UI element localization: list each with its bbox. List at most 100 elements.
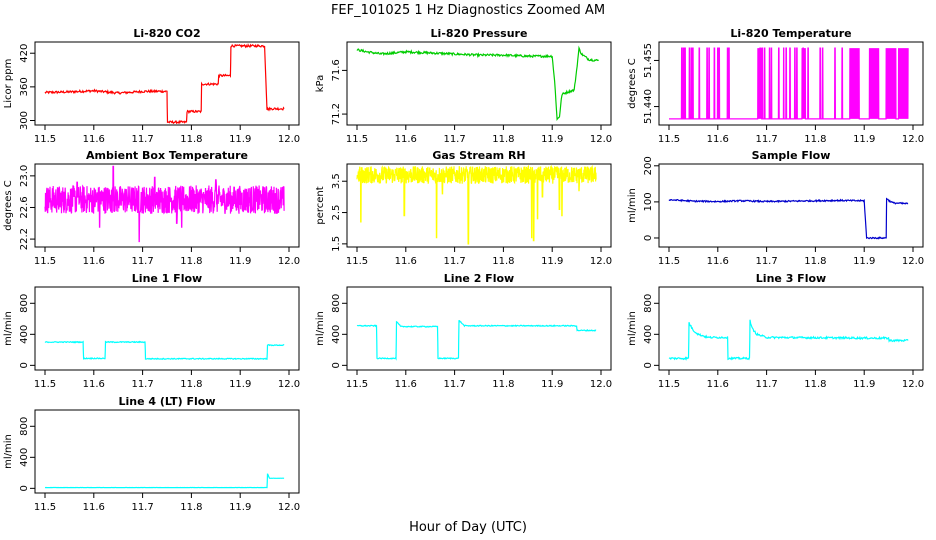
- chart-panel: Li-820 Temperature 11.5 11.6 11.7 11.8 11.9 12…: [627, 27, 924, 145]
- y-tick-label: 400: [331, 325, 342, 344]
- x-tick-label: 11.5: [34, 502, 56, 513]
- plot-frame: [34, 163, 300, 248]
- panel-title: Gas Stream RH: [432, 149, 525, 162]
- chart-panel: Li-820 CO2 11.5 11.6 11.7 11.8 11.9 12.0 300 360…: [3, 27, 300, 145]
- x-tick-label: 11.6: [707, 256, 729, 267]
- panel-title: Li-820 Temperature: [730, 27, 851, 40]
- x-tick-label: 11.7: [755, 379, 777, 390]
- y-axis-label: Licor ppm: [3, 59, 14, 109]
- chart-panel: Line 4 (LT) Flow 11.5 11.6 11.7 11.8 11.9 12.0…: [3, 395, 300, 513]
- x-tick-label: 11.8: [180, 379, 202, 390]
- x-tick-label: 11.6: [83, 502, 105, 513]
- series-line: [669, 47, 909, 120]
- series-line: [668, 319, 909, 361]
- x-tick-label: 11.9: [229, 134, 251, 145]
- panel-title: Sample Flow: [752, 149, 831, 162]
- panel-title: Line 3 Flow: [756, 272, 826, 285]
- series-line: [44, 165, 285, 243]
- x-tick-label: 11.6: [707, 134, 729, 145]
- x-tick-label: 11.8: [180, 256, 202, 267]
- y-axis-label: ml/min: [627, 311, 638, 346]
- x-tick-label: 12.0: [902, 379, 924, 390]
- x-tick-label: 12.0: [590, 134, 612, 145]
- y-tick-label: 22.6: [19, 196, 30, 218]
- plot-frame: [346, 41, 612, 126]
- x-tick-label: 11.9: [229, 256, 251, 267]
- x-tick-label: 11.5: [658, 256, 680, 267]
- series-line: [356, 320, 597, 361]
- y-tick-label: 400: [19, 448, 30, 467]
- x-tick-label: 11.6: [395, 134, 417, 145]
- y-axis-label: percent: [315, 186, 326, 224]
- x-tick-label: 11.8: [804, 256, 826, 267]
- y-axis-label: ml/min: [3, 311, 14, 346]
- plot-frame: [346, 286, 612, 371]
- plot-frame: [346, 163, 612, 248]
- x-tick-label: 11.8: [804, 379, 826, 390]
- x-tick-label: 11.5: [34, 256, 56, 267]
- x-tick-label: 11.7: [131, 379, 153, 390]
- plot-frame: [34, 41, 300, 126]
- x-tick-label: 11.7: [755, 134, 777, 145]
- panel-title: Line 4 (LT) Flow: [119, 395, 216, 408]
- x-tick-label: 11.9: [541, 134, 563, 145]
- x-tick-label: 12.0: [902, 256, 924, 267]
- series-line: [668, 197, 909, 240]
- figure-title: FEF_101025 1 Hz Diagnostics Zoomed AM: [331, 3, 605, 18]
- y-tick-label: 300: [19, 111, 30, 130]
- x-tick-label: 11.5: [34, 134, 56, 145]
- y-tick-label: 800: [331, 294, 342, 313]
- x-tick-label: 11.8: [492, 134, 514, 145]
- y-axis-label: degrees C: [3, 180, 14, 230]
- x-tick-label: 11.5: [346, 134, 368, 145]
- x-tick-label: 11.5: [346, 379, 368, 390]
- x-tick-label: 11.9: [853, 256, 875, 267]
- x-tick-label: 11.6: [395, 379, 417, 390]
- y-tick-label: 400: [643, 325, 654, 344]
- x-tick-label: 12.0: [278, 134, 300, 145]
- x-tick-label: 11.6: [83, 256, 105, 267]
- x-tick-label: 11.7: [443, 134, 465, 145]
- y-tick-label: 0: [331, 362, 342, 368]
- x-tick-label: 12.0: [278, 502, 300, 513]
- y-tick-label: 51.455: [643, 43, 654, 78]
- y-tick-label: 23.0: [19, 165, 30, 187]
- series-line: [356, 165, 597, 245]
- figure-xlabel: Hour of Day (UTC): [409, 520, 527, 535]
- y-tick-label: 0: [19, 362, 30, 368]
- x-tick-label: 12.0: [278, 379, 300, 390]
- x-tick-label: 11.5: [34, 379, 56, 390]
- x-tick-label: 11.9: [541, 256, 563, 267]
- y-tick-label: 71.2: [331, 103, 342, 125]
- y-tick-label: 800: [643, 294, 654, 313]
- x-tick-label: 11.7: [131, 256, 153, 267]
- plot-frame: [658, 163, 924, 248]
- x-tick-label: 11.7: [443, 379, 465, 390]
- y-tick-label: 800: [19, 294, 30, 313]
- x-tick-label: 11.5: [346, 256, 368, 267]
- y-tick-label: 71.6: [331, 59, 342, 81]
- y-tick-label: 3.5: [331, 173, 342, 189]
- y-tick-label: 200: [643, 156, 654, 175]
- panel-title: Li-820 CO2: [133, 27, 200, 40]
- chart-panel: Gas Stream RH 11.5 11.6 11.7 11.8 11.9 12.0 1.5…: [315, 149, 612, 267]
- y-tick-label: 22.2: [19, 228, 30, 250]
- y-tick-label: 2.5: [331, 205, 342, 221]
- x-tick-label: 11.6: [395, 256, 417, 267]
- series-line: [44, 340, 285, 361]
- x-tick-label: 11.9: [853, 134, 875, 145]
- x-tick-label: 12.0: [590, 379, 612, 390]
- x-tick-label: 11.6: [83, 134, 105, 145]
- x-tick-label: 11.8: [492, 256, 514, 267]
- plot-frame: [658, 41, 924, 126]
- x-tick-label: 11.7: [131, 134, 153, 145]
- chart-panel: Line 3 Flow 11.5 11.6 11.7 11.8 11.9 12.0 0 400 8…: [627, 272, 924, 390]
- y-axis-label: degrees C: [627, 58, 638, 108]
- x-tick-label: 11.9: [541, 379, 563, 390]
- panel-title: Line 2 Flow: [444, 272, 514, 285]
- y-tick-label: 0: [643, 362, 654, 368]
- y-tick-label: 0: [19, 485, 30, 491]
- y-axis-label: ml/min: [627, 188, 638, 223]
- y-tick-label: 800: [19, 417, 30, 436]
